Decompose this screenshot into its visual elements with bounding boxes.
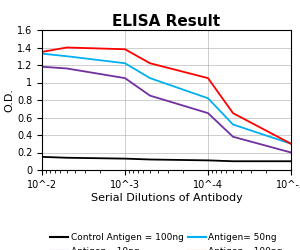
Title: ELISA Result: ELISA Result <box>112 14 220 29</box>
Antigen= 50ng <box>123 62 127 65</box>
Control Antigen = 100ng <box>65 156 69 159</box>
Antigen= 100ng <box>148 62 152 65</box>
Antigen= 10ng <box>65 67 69 70</box>
X-axis label: Serial Dilutions of Antibody: Serial Dilutions of Antibody <box>91 192 242 202</box>
Antigen= 50ng <box>148 76 152 80</box>
Control Antigen = 100ng <box>123 157 127 160</box>
Control Antigen = 100ng <box>148 158 152 161</box>
Antigen= 100ng <box>40 50 44 53</box>
Antigen= 50ng <box>289 142 293 145</box>
Control Antigen = 100ng <box>289 160 293 163</box>
Line: Antigen= 10ng: Antigen= 10ng <box>42 67 291 152</box>
Antigen= 100ng <box>231 112 235 114</box>
Antigen= 100ng <box>65 46 69 49</box>
Antigen= 100ng <box>206 76 210 80</box>
Line: Control Antigen = 100ng: Control Antigen = 100ng <box>42 157 291 161</box>
Legend: Control Antigen = 100ng, Antigen= 10ng, Antigen= 50ng, Antigen= 100ng: Control Antigen = 100ng, Antigen= 10ng, … <box>50 233 283 250</box>
Control Antigen = 100ng <box>231 160 235 163</box>
Antigen= 10ng <box>289 151 293 154</box>
Antigen= 100ng <box>289 142 293 145</box>
Control Antigen = 100ng <box>40 156 44 158</box>
Antigen= 50ng <box>65 55 69 58</box>
Antigen= 10ng <box>206 112 210 114</box>
Antigen= 50ng <box>231 123 235 126</box>
Antigen= 10ng <box>231 135 235 138</box>
Antigen= 10ng <box>148 94 152 97</box>
Antigen= 10ng <box>123 76 127 80</box>
Antigen= 10ng <box>40 65 44 68</box>
Control Antigen = 100ng <box>206 159 210 162</box>
Line: Antigen= 50ng: Antigen= 50ng <box>42 54 291 144</box>
Antigen= 50ng <box>206 97 210 100</box>
Y-axis label: O.D.: O.D. <box>4 88 14 112</box>
Antigen= 100ng <box>123 48 127 51</box>
Antigen= 50ng <box>40 52 44 55</box>
Line: Antigen= 100ng: Antigen= 100ng <box>42 48 291 144</box>
